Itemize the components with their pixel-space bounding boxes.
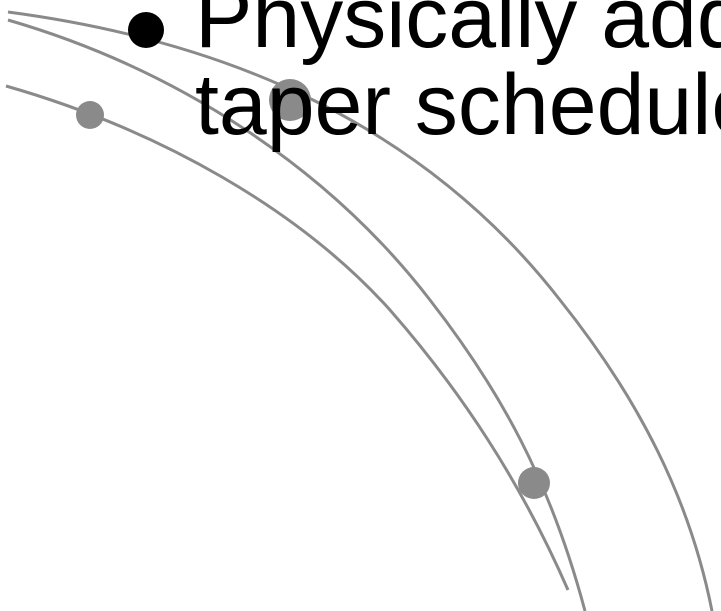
curve-node-large (269, 79, 311, 121)
bullet-text-line-1: Physically add (195, 0, 721, 66)
curve-inner (5, 84, 570, 591)
curve-outer (7, 10, 714, 611)
curve-node-small (76, 101, 104, 129)
curve-node-medium (518, 467, 550, 499)
bullet-marker (128, 12, 164, 48)
bullet-text-line-2: taper schedule (195, 57, 721, 153)
